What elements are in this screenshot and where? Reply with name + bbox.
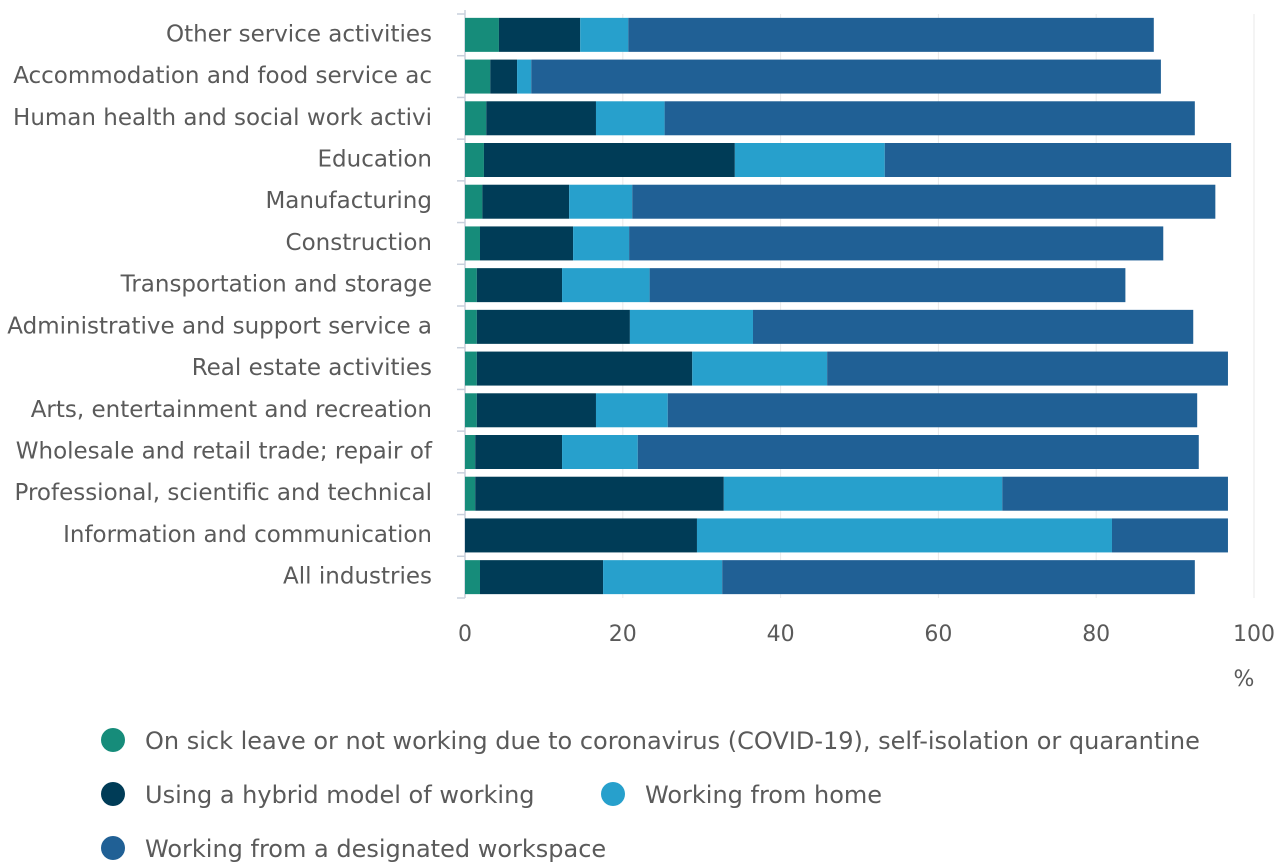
x-tick-label: 80 <box>1082 622 1110 647</box>
y-tick-label: Professional, scientific and technical <box>14 480 432 506</box>
bar-segment <box>465 518 697 553</box>
bar-segment <box>827 351 1228 386</box>
bar-segment <box>628 17 1154 52</box>
bar-segment <box>667 393 1198 428</box>
bar-segment <box>465 268 477 303</box>
y-tick-label: Construction <box>286 230 432 256</box>
x-tick-label: 100 <box>1233 622 1275 647</box>
y-tick-label: Human health and social work activi <box>13 105 432 131</box>
legend-swatch <box>101 782 125 806</box>
bar-segment <box>629 309 753 344</box>
bar-segment <box>573 226 630 261</box>
bar-segment <box>483 143 735 177</box>
bar-segment <box>479 226 574 261</box>
bar-segment <box>562 435 638 469</box>
legend-swatch <box>101 836 125 860</box>
bar-segment <box>1111 518 1228 553</box>
y-tick-label: Administrative and support service a <box>7 313 432 339</box>
bar-segment <box>649 268 1126 303</box>
x-tick-label: 0 <box>458 622 472 647</box>
bar-segment <box>664 101 1195 136</box>
bar-segment <box>562 268 650 303</box>
bar-segment <box>531 59 1161 94</box>
bar-segment <box>580 17 629 52</box>
bar-segment <box>696 518 1112 553</box>
bar-segment <box>465 351 477 386</box>
bar-segment <box>637 435 1199 469</box>
bar-segment <box>476 351 693 386</box>
legend-label: On sick leave or not working due to coro… <box>145 727 1200 755</box>
y-tick-label: Manufacturing <box>265 188 432 214</box>
x-tick-label: 40 <box>767 622 795 647</box>
bar-segment <box>752 309 1194 344</box>
bar-segment <box>486 101 596 136</box>
bar-segment <box>476 268 563 303</box>
bar-segment <box>475 476 724 511</box>
bar-segment <box>465 309 477 344</box>
bar-segment <box>632 184 1216 219</box>
x-tick-label: 20 <box>609 622 637 647</box>
bar-segment <box>482 184 570 219</box>
bar-segment <box>465 476 476 511</box>
bar-segment <box>569 184 633 219</box>
y-tick-label: Accommodation and food service ac <box>13 63 432 89</box>
bar-segment <box>723 476 1003 511</box>
bar-segment <box>465 226 480 261</box>
y-tick-label: All industries <box>283 564 432 590</box>
legend-swatch <box>601 782 625 806</box>
legend-label: Working from a designated workspace <box>145 835 606 863</box>
y-tick-label: Real estate activities <box>192 355 432 381</box>
y-tick-label: Education <box>317 147 432 173</box>
y-tick-label: Arts, entertainment and recreation <box>31 397 432 423</box>
bar-segment <box>476 309 630 344</box>
bar-segment <box>479 560 604 595</box>
bar-segment <box>1002 476 1228 511</box>
bar-segment <box>595 393 668 428</box>
bar-segment <box>465 101 487 136</box>
bar-segment <box>476 393 596 428</box>
bar-segment <box>465 59 491 94</box>
y-tick-label: Other service activities <box>166 21 432 47</box>
bar-segment <box>498 17 581 52</box>
legend-swatch <box>101 728 125 752</box>
bar-segment <box>603 560 723 595</box>
bar-segment <box>475 435 563 469</box>
y-tick-label: Transportation and storage <box>120 272 432 298</box>
bar-segment <box>595 101 665 136</box>
bar-segment <box>722 560 1195 595</box>
bar-segment <box>465 393 477 428</box>
x-tick-label: 60 <box>924 622 952 647</box>
bar-segment <box>884 143 1232 177</box>
bar-segment <box>465 143 484 177</box>
bar-segment <box>465 435 476 469</box>
bar-segment <box>465 17 499 52</box>
bar-segment <box>517 59 532 94</box>
legend-label: Working from home <box>645 781 882 809</box>
bar-segment <box>490 59 518 94</box>
bar-segment <box>629 226 1164 261</box>
y-tick-label: Information and communication <box>63 522 432 548</box>
bar-segment <box>465 184 483 219</box>
bar-segment <box>692 351 828 386</box>
y-tick-label: Wholesale and retail trade; repair of <box>16 439 433 465</box>
x-axis-label: % <box>1234 667 1255 692</box>
bar-segment <box>465 560 480 595</box>
bar-segment <box>734 143 885 177</box>
legend-label: Using a hybrid model of working <box>145 781 535 809</box>
